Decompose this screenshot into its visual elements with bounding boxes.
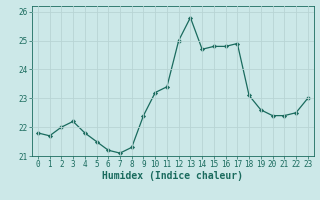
X-axis label: Humidex (Indice chaleur): Humidex (Indice chaleur) — [102, 171, 243, 181]
